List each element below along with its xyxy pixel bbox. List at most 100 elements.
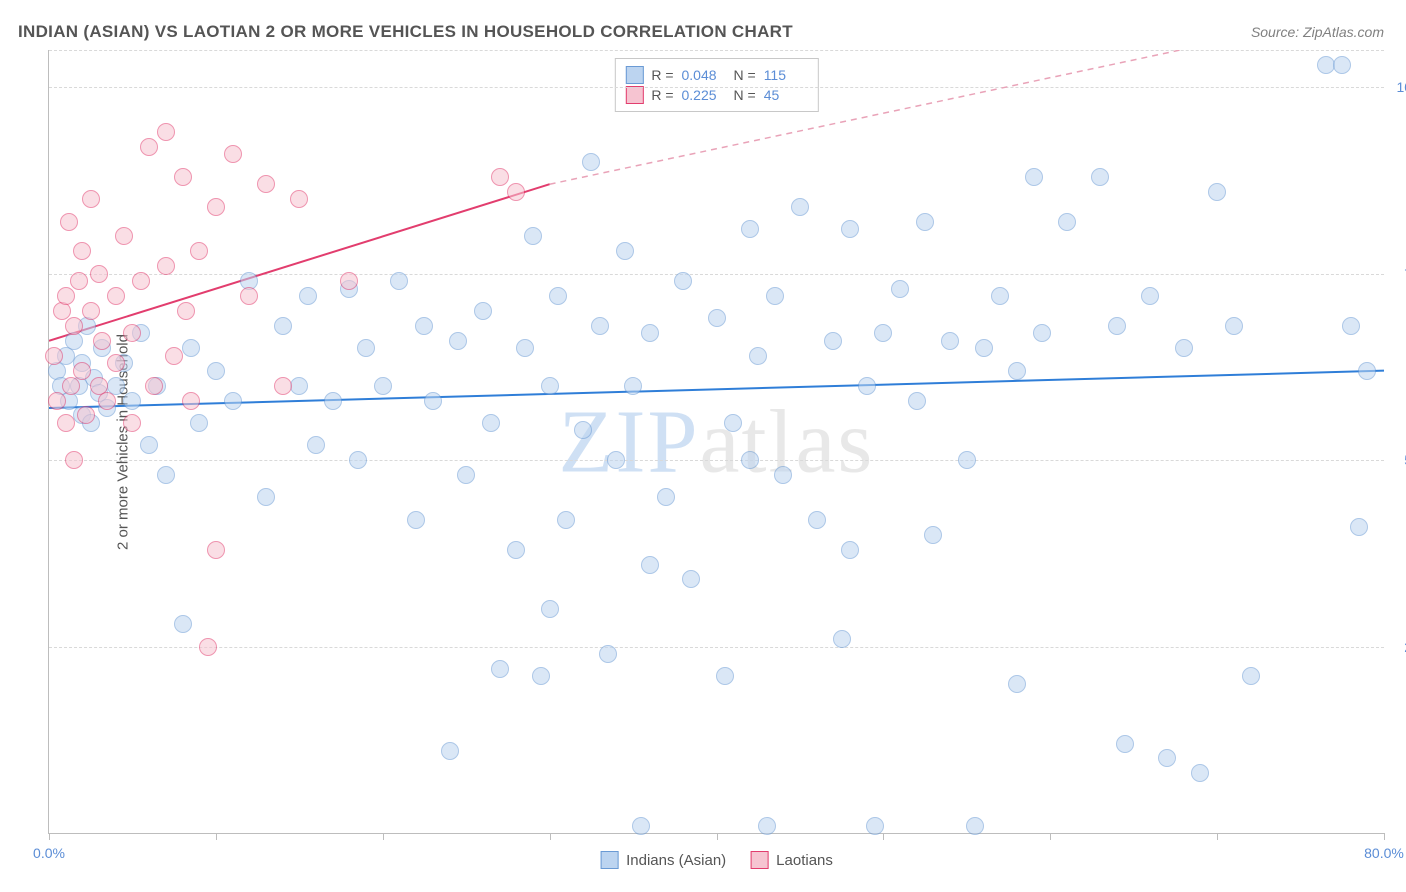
data-point <box>966 817 984 835</box>
data-point <box>441 742 459 760</box>
data-point <box>774 466 792 484</box>
x-tick <box>383 833 384 840</box>
series-legend: Indians (Asian) Laotians <box>600 851 833 869</box>
data-point <box>123 324 141 342</box>
data-point <box>415 317 433 335</box>
data-point <box>48 392 66 410</box>
data-point <box>657 488 675 506</box>
data-point <box>199 638 217 656</box>
data-point <box>207 362 225 380</box>
legend-label-indians: Indians (Asian) <box>626 852 726 869</box>
data-point <box>1008 675 1026 693</box>
data-point <box>174 615 192 633</box>
data-point <box>257 488 275 506</box>
data-point <box>1358 362 1376 380</box>
data-point <box>975 339 993 357</box>
data-point <box>591 317 609 335</box>
data-point <box>808 511 826 529</box>
data-point <box>716 667 734 685</box>
data-point <box>1141 287 1159 305</box>
legend-item-laotians: Laotians <box>750 851 833 869</box>
data-point <box>182 392 200 410</box>
r-label: R = <box>651 87 673 103</box>
data-point <box>177 302 195 320</box>
data-point <box>607 451 625 469</box>
data-point <box>1208 183 1226 201</box>
data-point <box>165 347 183 365</box>
data-point <box>290 377 308 395</box>
data-point <box>641 556 659 574</box>
data-point <box>82 302 100 320</box>
data-point <box>682 570 700 588</box>
watermark-zip: ZIP <box>559 392 700 491</box>
data-point <box>90 265 108 283</box>
r-value-laotians: 0.225 <box>682 87 726 103</box>
data-point <box>457 466 475 484</box>
n-label: N = <box>734 87 756 103</box>
data-point <box>182 339 200 357</box>
data-point <box>73 242 91 260</box>
data-point <box>541 600 559 618</box>
data-point <box>65 451 83 469</box>
data-point <box>874 324 892 342</box>
n-value-indians: 115 <box>764 67 808 83</box>
swatch-indians <box>600 851 618 869</box>
data-point <box>766 287 784 305</box>
data-point <box>941 332 959 350</box>
data-point <box>749 347 767 365</box>
trend-lines <box>49 50 1384 833</box>
data-point <box>491 168 509 186</box>
data-point <box>65 317 83 335</box>
x-tick <box>550 833 551 840</box>
data-point <box>582 153 600 171</box>
data-point <box>1116 735 1134 753</box>
data-point <box>833 630 851 648</box>
data-point <box>858 377 876 395</box>
data-point <box>1175 339 1193 357</box>
data-point <box>98 392 116 410</box>
swatch-indians <box>625 66 643 84</box>
data-point <box>958 451 976 469</box>
x-tick <box>883 833 884 840</box>
data-point <box>62 377 80 395</box>
data-point <box>390 272 408 290</box>
data-point <box>449 332 467 350</box>
data-point <box>891 280 909 298</box>
data-point <box>908 392 926 410</box>
legend-item-indians: Indians (Asian) <box>600 851 726 869</box>
data-point <box>290 190 308 208</box>
data-point <box>140 138 158 156</box>
data-point <box>624 377 642 395</box>
chart-title: INDIAN (ASIAN) VS LAOTIAN 2 OR MORE VEHI… <box>18 22 793 42</box>
data-point <box>307 436 325 454</box>
data-point <box>1091 168 1109 186</box>
data-point <box>207 541 225 559</box>
data-point <box>557 511 575 529</box>
data-point <box>140 436 158 454</box>
data-point <box>641 324 659 342</box>
n-label: N = <box>734 67 756 83</box>
source-prefix: Source: <box>1251 24 1303 40</box>
data-point <box>507 541 525 559</box>
legend-row-indians: R = 0.048 N = 115 <box>625 65 807 85</box>
data-point <box>724 414 742 432</box>
data-point <box>616 242 634 260</box>
data-point <box>924 526 942 544</box>
data-point <box>77 406 95 424</box>
data-point <box>916 213 934 231</box>
watermark: ZIPatlas <box>559 390 875 493</box>
gridline <box>49 50 1384 51</box>
data-point <box>157 466 175 484</box>
data-point <box>45 347 63 365</box>
data-point <box>57 414 75 432</box>
data-point <box>758 817 776 835</box>
data-point <box>274 317 292 335</box>
x-tick <box>1384 833 1385 840</box>
data-point <box>1333 56 1351 74</box>
gridline <box>49 460 1384 461</box>
x-tick <box>1050 833 1051 840</box>
gridline <box>49 647 1384 648</box>
swatch-laotians <box>750 851 768 869</box>
data-point <box>224 392 242 410</box>
data-point <box>157 257 175 275</box>
